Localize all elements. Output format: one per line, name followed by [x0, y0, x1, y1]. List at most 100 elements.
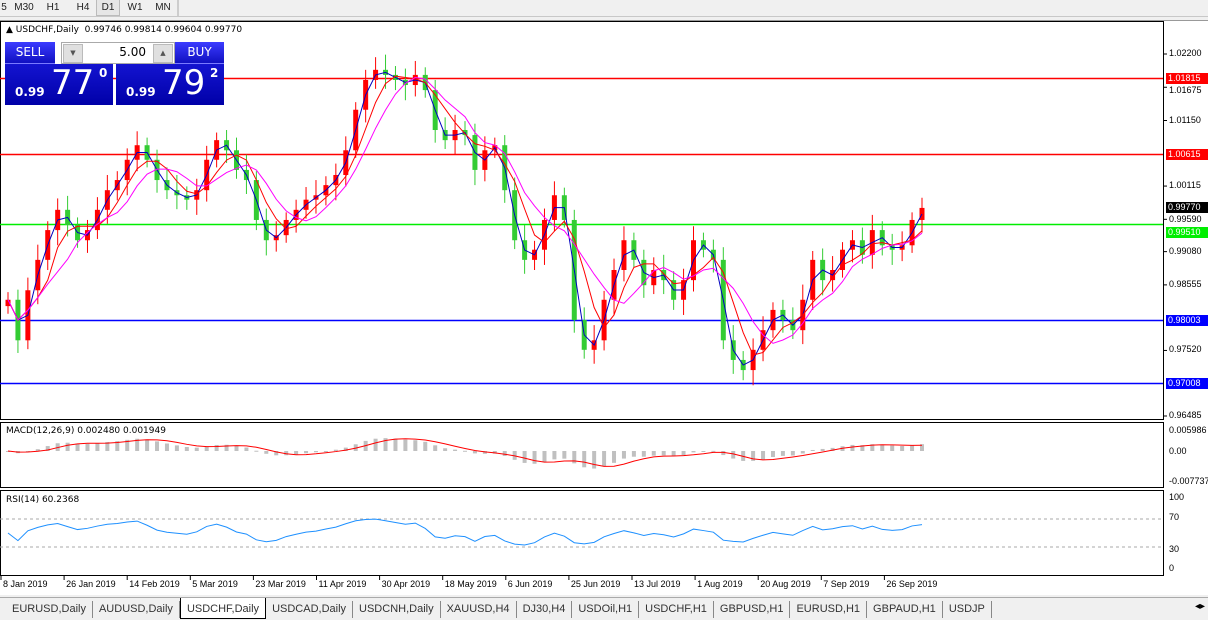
- macd-histogram-bar: [542, 451, 547, 463]
- macd-histogram-bar: [164, 443, 169, 451]
- chart-tab[interactable]: DJ30,H4: [517, 601, 573, 618]
- macd-histogram-bar: [174, 445, 179, 451]
- sell-price-fraction: 0: [99, 66, 108, 80]
- price-axis-tick: 1.01150: [1169, 114, 1201, 125]
- macd-histogram-bar: [920, 444, 924, 451]
- timeframe-mn[interactable]: MN: [155, 2, 171, 13]
- timeframe-5[interactable]: 5: [1, 2, 7, 13]
- macd-histogram-bar: [274, 451, 279, 456]
- price-axis-tick: 0.98555: [1169, 278, 1202, 289]
- timeframe-h1[interactable]: H1: [46, 2, 60, 13]
- triangle-up-icon[interactable]: ▲: [6, 25, 13, 35]
- chart-tab[interactable]: AUDUSD,Daily: [93, 601, 180, 618]
- macd-histogram-bar: [393, 438, 398, 451]
- level-price-tag: 0.98003: [1166, 314, 1208, 326]
- chart-tab[interactable]: USDCHF,Daily: [179, 598, 267, 619]
- timeframe-h4[interactable]: H4: [76, 2, 90, 13]
- date-axis-label: 8 Jan 2019: [3, 579, 48, 589]
- macd-axis-tick: 0.005986: [1169, 425, 1207, 435]
- macd-histogram-bar: [115, 441, 120, 451]
- date-axis-label: 5 Mar 2019: [192, 579, 238, 589]
- chart-tab[interactable]: USDJP: [943, 601, 992, 618]
- lot-size-input[interactable]: ▼ 5.00 ▲: [61, 42, 175, 64]
- macd-histogram-bar: [661, 451, 666, 456]
- scroll-arrows-icon[interactable]: ◂▸: [1194, 601, 1205, 612]
- chart-tab[interactable]: USDCHF,H1: [639, 601, 714, 618]
- buy-price-fraction: 2: [210, 66, 219, 80]
- timeframe-m30[interactable]: M30: [14, 2, 34, 13]
- chart-tab[interactable]: GBPUSD,H1: [714, 601, 791, 618]
- lot-decrease-button[interactable]: ▼: [63, 44, 83, 63]
- macd-histogram-bar: [472, 451, 477, 454]
- macd-label: MACD(12,26,9) 0.002480 0.001949: [6, 426, 166, 436]
- chart-tab[interactable]: XAUUSD,H4: [441, 601, 517, 618]
- chart-tab[interactable]: EURUSD,H1: [790, 601, 868, 618]
- macd-histogram-bar: [244, 447, 249, 451]
- chart-tab[interactable]: EURUSD,Daily: [6, 601, 93, 618]
- macd-histogram-bar: [194, 447, 199, 451]
- macd-histogram-bar: [621, 451, 626, 459]
- chart-tab[interactable]: GBPAUD,H1: [867, 601, 943, 618]
- main-panel-frame: [0, 21, 1164, 420]
- macd-histogram-bar: [552, 451, 557, 460]
- macd-histogram-bar: [770, 451, 775, 458]
- one-click-trading-panel: SELL ▼ 5.00 ▲ BUY 0.99 77 0 0.99 79 2: [5, 42, 224, 106]
- macd-histogram-bar: [45, 446, 50, 451]
- macd-histogram-bar: [731, 451, 736, 459]
- macd-histogram-bar: [463, 450, 467, 452]
- rsi-panel-frame: [0, 490, 1164, 576]
- lot-value[interactable]: 5.00: [119, 45, 146, 59]
- level-price-tag: 0.99510: [1166, 226, 1208, 238]
- chart-tab[interactable]: USDOil,H1: [572, 601, 640, 618]
- sell-price-pips: 77: [51, 63, 95, 103]
- lot-increase-button[interactable]: ▲: [153, 44, 173, 63]
- macd-histogram-bar: [631, 451, 636, 457]
- date-axis-label: 30 Apr 2019: [381, 579, 431, 589]
- macd-histogram-bar: [75, 443, 80, 451]
- sell-button[interactable]: SELL: [5, 42, 55, 64]
- macd-histogram-bar: [155, 441, 160, 451]
- timeframe-w1[interactable]: W1: [127, 2, 143, 13]
- chart-tab[interactable]: USDCAD,Daily: [266, 601, 354, 618]
- timeframe-d1[interactable]: D1: [96, 0, 120, 16]
- date-axis-label: 6 Jun 2019: [507, 579, 553, 589]
- ma-mid-line: [7, 75, 923, 356]
- macd-histogram-bar: [751, 451, 756, 461]
- macd-histogram-bar: [125, 439, 130, 451]
- buy-button[interactable]: BUY: [175, 42, 224, 64]
- macd-histogram-bar: [313, 451, 318, 453]
- buy-price-pips: 79: [162, 63, 206, 103]
- sell-price[interactable]: 0.99 77 0: [5, 63, 113, 105]
- macd-axis-tick: 0.00: [1169, 446, 1187, 456]
- macd-histogram-bar: [294, 451, 299, 455]
- macd-histogram-bar: [95, 443, 100, 451]
- candle-body: [5, 299, 11, 307]
- macd-axis-tick: -0.007737: [1169, 476, 1208, 486]
- macd-histogram-bar: [373, 438, 378, 451]
- rsi-axis-tick: 70: [1169, 512, 1180, 522]
- macd-histogram-bar: [582, 451, 587, 468]
- macd-histogram-bar: [820, 448, 825, 451]
- chart-header: ▲ USDCHF,Daily 0.99746 0.99814 0.99604 0…: [6, 25, 242, 35]
- rsi-axis-tick: 100: [1169, 492, 1185, 502]
- macd-histogram-bar: [800, 451, 805, 454]
- macd-histogram-bar: [413, 440, 418, 451]
- date-axis-label: 25 Jun 2019: [570, 579, 621, 589]
- buy-price-prefix: 0.99: [126, 85, 156, 99]
- macd-histogram-bar: [214, 444, 219, 451]
- macd-histogram-bar: [592, 451, 597, 469]
- macd-histogram-bar: [105, 441, 110, 451]
- date-axis-label: 7 Sep 2019: [823, 579, 870, 589]
- current-price-tag: 0.99770: [1166, 201, 1208, 213]
- price-axis-tick: 0.97520: [1169, 344, 1202, 355]
- macd-histogram-bar: [602, 451, 607, 467]
- price-axis-tick: 1.02200: [1169, 48, 1202, 58]
- level-price-tag: 1.01815: [1166, 72, 1208, 84]
- chart-tab[interactable]: USDCNH,Daily: [353, 601, 441, 618]
- macd-histogram-bar: [333, 449, 338, 451]
- date-axis-label: 1 Aug 2019: [697, 579, 743, 589]
- macd-histogram-bar: [204, 446, 209, 451]
- buy-price[interactable]: 0.99 79 2: [116, 63, 224, 105]
- macd-histogram-bar: [403, 439, 408, 451]
